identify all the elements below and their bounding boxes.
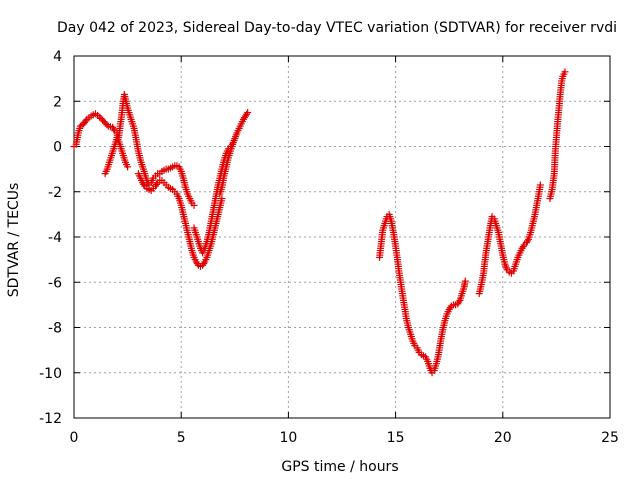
x-tick-labels: 0 5 10 15 20 25: [70, 430, 619, 446]
data-point: [244, 109, 252, 117]
x-axis-label: GPS time / hours: [281, 459, 398, 475]
y-tick-label: -10: [39, 366, 62, 382]
data-point: [243, 110, 251, 118]
x-tick-label: 10: [279, 430, 297, 446]
data-points: [70, 68, 569, 377]
data-point: [455, 298, 463, 306]
data-point: [561, 68, 569, 76]
x-tick-label: 15: [387, 430, 405, 446]
y-tick-label: 2: [53, 94, 62, 110]
data-point: [200, 260, 208, 268]
data-point: [523, 237, 531, 245]
data-point: [153, 180, 161, 188]
axis-ticks: [73, 55, 611, 419]
data-point: [140, 180, 148, 188]
x-tick-label: 5: [177, 430, 186, 446]
y-tick-label: -4: [48, 230, 62, 246]
data-point: [82, 117, 90, 125]
y-tick-label: 0: [53, 140, 62, 156]
data-point: [218, 195, 226, 203]
y-tick-label: -8: [48, 321, 62, 337]
data-point: [124, 163, 132, 171]
data-point: [110, 125, 118, 133]
x-tick-label: 20: [494, 430, 512, 446]
y-tick-label: 4: [53, 49, 62, 65]
data-point: [190, 201, 198, 209]
data-point: [519, 243, 527, 251]
y-axis-label: SDTVAR / TECUs: [6, 183, 22, 298]
data-point: [103, 121, 111, 129]
grid-lines: [74, 56, 610, 418]
y-tick-label: -12: [39, 411, 62, 427]
y-tick-label: -6: [48, 275, 62, 291]
chart-title: Day 042 of 2023, Sidereal Day-to-day VTE…: [57, 20, 617, 36]
x-tick-label: 25: [601, 430, 619, 446]
data-point: [536, 181, 544, 189]
x-tick-label: 0: [70, 430, 79, 446]
data-point: [461, 277, 469, 285]
y-tick-label: -2: [48, 185, 62, 201]
y-tick-labels: -12 -10 -8 -6 -4 -2 0 2 4: [39, 49, 62, 427]
